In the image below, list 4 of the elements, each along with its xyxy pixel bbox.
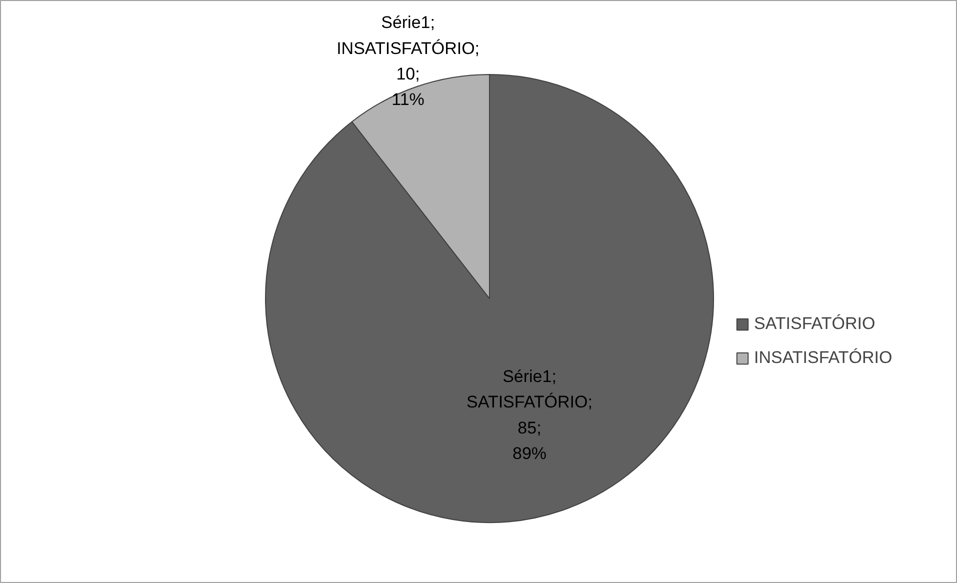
legend-label: INSATISFATÓRIO bbox=[754, 348, 892, 368]
data-label: Série1; SATISFATÓRIO; 85; 89% bbox=[466, 367, 592, 463]
legend-label: SATISFATÓRIO bbox=[754, 314, 876, 334]
data-label: Série1; INSATISFATÓRIO; 10; 11% bbox=[336, 13, 480, 110]
